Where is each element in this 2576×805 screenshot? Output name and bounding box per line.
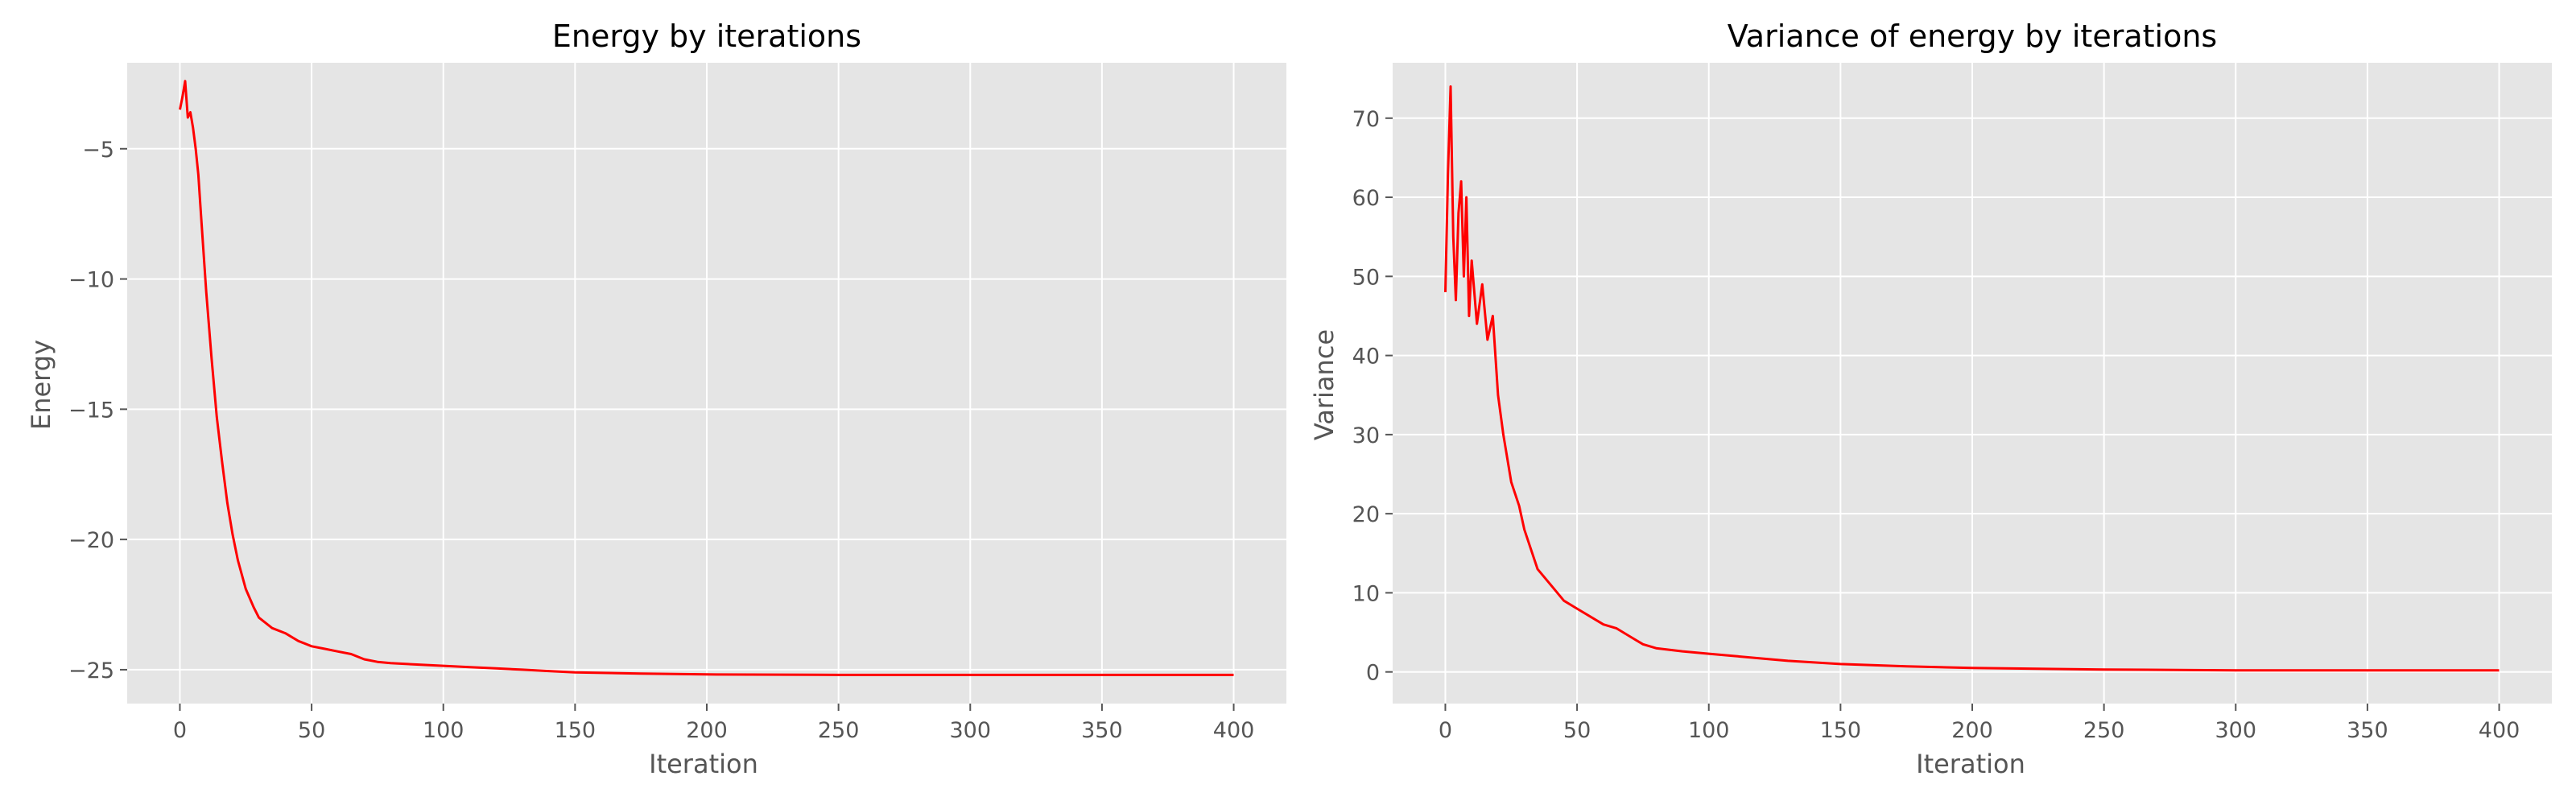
- variance-x-tick-label: 300: [2215, 718, 2256, 743]
- energy-y-tick-label: −25: [68, 658, 114, 683]
- variance-x-tick-label: 150: [1820, 718, 1862, 743]
- variance-chart: 0 50 100 150 200 250 300 350 400 0 10 20 30 40 50 60 70…: [1309, 19, 2552, 779]
- variance-x-tick-label: 50: [1563, 718, 1591, 743]
- variance-x-ticks: 0 50 100 150 200 250 300 350 400: [1439, 704, 2520, 743]
- energy-y-ticks: −25 −20 −15 −10 −5: [68, 138, 127, 683]
- variance-x-tick-label: 100: [1688, 718, 1730, 743]
- energy-x-axis-label: Iteration: [649, 749, 758, 779]
- variance-y-tick-label: 50: [1352, 265, 1380, 290]
- energy-x-tick-label: 400: [1213, 718, 1255, 743]
- energy-chart-title: Energy by iterations: [552, 19, 861, 54]
- energy-x-tick-label: 150: [555, 718, 597, 743]
- energy-y-axis-label: Energy: [26, 340, 56, 430]
- variance-y-tick-label: 70: [1352, 107, 1380, 132]
- energy-series-line: [179, 80, 1234, 676]
- variance-x-tick-label: 400: [2479, 718, 2520, 743]
- energy-y-tick-label: −5: [82, 138, 114, 163]
- variance-y-ticks: 0 10 20 30 40 50 60 70: [1352, 107, 1393, 686]
- variance-x-tick-label: 250: [2083, 718, 2125, 743]
- variance-x-axis-label: Iteration: [1916, 749, 2025, 779]
- energy-y-tick-label: −15: [68, 398, 114, 423]
- energy-y-tick-label: −10: [68, 268, 114, 293]
- energy-x-tick-label: 350: [1081, 718, 1123, 743]
- variance-series-line: [1444, 85, 2500, 672]
- energy-x-tick-label: 100: [423, 718, 464, 743]
- variance-y-axis-label: Variance: [1309, 329, 1340, 440]
- variance-x-tick-label: 200: [1951, 718, 1993, 743]
- variance-x-tick-label: 0: [1439, 718, 1452, 743]
- variance-y-tick-label: 40: [1352, 345, 1380, 369]
- energy-y-tick-label: −20: [68, 528, 114, 553]
- variance-y-tick-label: 20: [1352, 502, 1380, 527]
- energy-x-tick-label: 300: [949, 718, 991, 743]
- energy-x-tick-label: 0: [173, 718, 187, 743]
- energy-chart: 0 50 100 150 200 250 300 350 400 −25−20−15−10−5 …: [26, 19, 1286, 779]
- energy-x-tick-label: 200: [686, 718, 728, 743]
- variance-y-tick-label: 60: [1352, 186, 1380, 211]
- variance-grid: [1393, 63, 2552, 704]
- variance-y-tick-label: 30: [1352, 423, 1380, 448]
- variance-chart-title: Variance of energy by iterations: [1728, 19, 2217, 54]
- energy-x-tick-label: 50: [298, 718, 325, 743]
- variance-y-tick-label: 10: [1352, 581, 1380, 606]
- energy-x-tick-label: 250: [818, 718, 860, 743]
- variance-y-tick-label: 0: [1366, 661, 1380, 686]
- energy-x-ticks: 0 50 100 150 200 250 300 350 400: [173, 704, 1254, 743]
- energy-grid: [127, 63, 1286, 704]
- variance-x-tick-label: 350: [2347, 718, 2388, 743]
